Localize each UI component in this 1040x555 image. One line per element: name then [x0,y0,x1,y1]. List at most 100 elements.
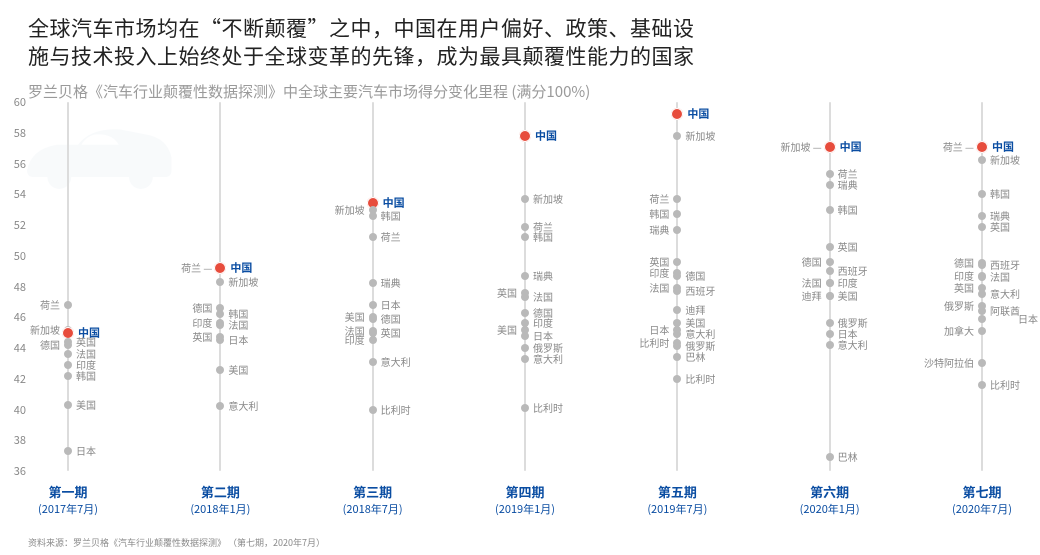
data-point [673,258,681,266]
data-point-highlight [62,327,74,339]
data-point [521,332,529,340]
period-label: 第三期(2018年7月) [343,482,403,517]
period-label: 第七期(2020年7月) [952,482,1012,517]
data-point [673,195,681,203]
period-name: 第四期 [495,482,555,501]
data-point-label: 韩国 [381,211,401,221]
footnote: 资料来源：罗兰贝格《汽车行业颠覆性数据探测》 （第七期，2020年7月） [28,536,325,549]
data-point [64,447,72,455]
chart-subtitle: 罗兰贝格《汽车行业颠覆性数据探测》中全球主要汽车市场得分变化里程 (满分100%… [28,81,1012,102]
data-point-label: 迪拜 [685,305,705,315]
data-point [216,336,224,344]
data-point [826,453,834,461]
period-name: 第三期 [343,482,403,501]
data-point-label: 英国 [381,328,401,338]
period-date: (2018年1月) [190,501,250,517]
data-point [369,233,377,241]
data-point-label: 瑞典 [649,225,669,235]
data-point [216,278,224,286]
data-point [216,310,224,318]
data-point-label: 俄罗斯 [944,301,974,311]
data-point-label: 英国 [192,332,212,342]
data-point [673,306,681,314]
data-point-label: 比利时 [685,374,715,384]
data-point [826,341,834,349]
data-point-label: 瑞典 [838,180,858,190]
data-point-label: 荷兰 — [943,142,974,152]
data-point [978,327,986,335]
data-point [369,329,377,337]
data-point [673,226,681,234]
data-point [64,401,72,409]
data-point [369,279,377,287]
y-tick-label: 50 [6,248,26,264]
data-point [521,309,529,317]
data-point [826,319,834,327]
data-point [978,359,986,367]
period-label: 第五期(2019年7月) [647,482,707,517]
data-point [521,293,529,301]
data-point-label: 印度 [192,318,212,328]
data-point [978,290,986,298]
data-point [826,243,834,251]
data-point-label: 中国 [992,141,1014,152]
y-tick-label: 56 [6,156,26,172]
data-point-label: 英国 [990,222,1010,232]
period-axis [67,102,69,471]
data-point [826,206,834,214]
data-point-label: 意大利 [838,340,868,350]
data-point-label: 荷兰 [40,300,60,310]
data-point-label: 新加坡 [990,155,1020,165]
y-tick-label: 52 [6,217,26,233]
data-point-label: 迪拜 [802,291,822,301]
period-label: 第一期(2017年7月) [38,482,98,517]
y-tick-label: 40 [6,402,26,418]
data-point-label: 中国 [535,130,557,141]
y-tick-label: 36 [6,463,26,479]
title-line-2: 施与技术投入上始终处于全球变革的先锋，成为最具颠覆性能力的国家 [28,41,695,71]
data-point-label: 日本 [228,335,248,345]
data-point-label: 印度 [345,335,365,345]
score-chart: 36384042444648505254565860第一期(2017年7月)荷兰… [28,100,1012,517]
data-point-label: 英国 [497,288,517,298]
data-point-label: 美国 [345,312,365,322]
data-point-label: 新加坡 [30,325,60,335]
data-point-label: 美国 [76,400,96,410]
period-name: 第五期 [647,482,707,501]
data-point [64,338,72,346]
data-point-label: 韩国 [649,209,669,219]
y-tick-label: 58 [6,125,26,141]
data-point [64,372,72,380]
data-point-label: 法国 [649,283,669,293]
data-point [369,315,377,323]
data-point [673,353,681,361]
data-point-label: 法国 [990,272,1010,282]
data-point-label: 中国 [687,109,709,120]
data-point-label: 德国 [381,314,401,324]
data-point-label: 瑞典 [381,278,401,288]
data-point-label: 韩国 [838,205,858,215]
y-tick-label: 44 [6,340,26,356]
data-point-label: 德国 [192,303,212,313]
data-point [521,272,529,280]
data-point [369,406,377,414]
period-axis [524,102,526,471]
data-point-label: 比利时 [639,338,669,348]
data-point-label: 意大利 [381,357,411,367]
y-tick-label: 46 [6,309,26,325]
data-point-label: 韩国 [533,232,553,242]
data-point [673,132,681,140]
data-point-label: 印度 [649,268,669,278]
data-point [673,330,681,338]
data-point [521,233,529,241]
data-point [826,181,834,189]
data-point [978,212,986,220]
data-point [64,361,72,369]
data-point-label: 法国 [533,292,553,302]
title-line-1: 全球汽车市场均在“不断颠覆”之中，中国在用户偏好、政策、基础设 [28,13,695,43]
period-date: (2020年7月) [952,501,1012,517]
data-point [826,170,834,178]
data-point-label: 比利时 [381,405,411,415]
data-point-label: 新加坡 — [780,142,821,152]
period-date: (2017年7月) [38,501,98,517]
